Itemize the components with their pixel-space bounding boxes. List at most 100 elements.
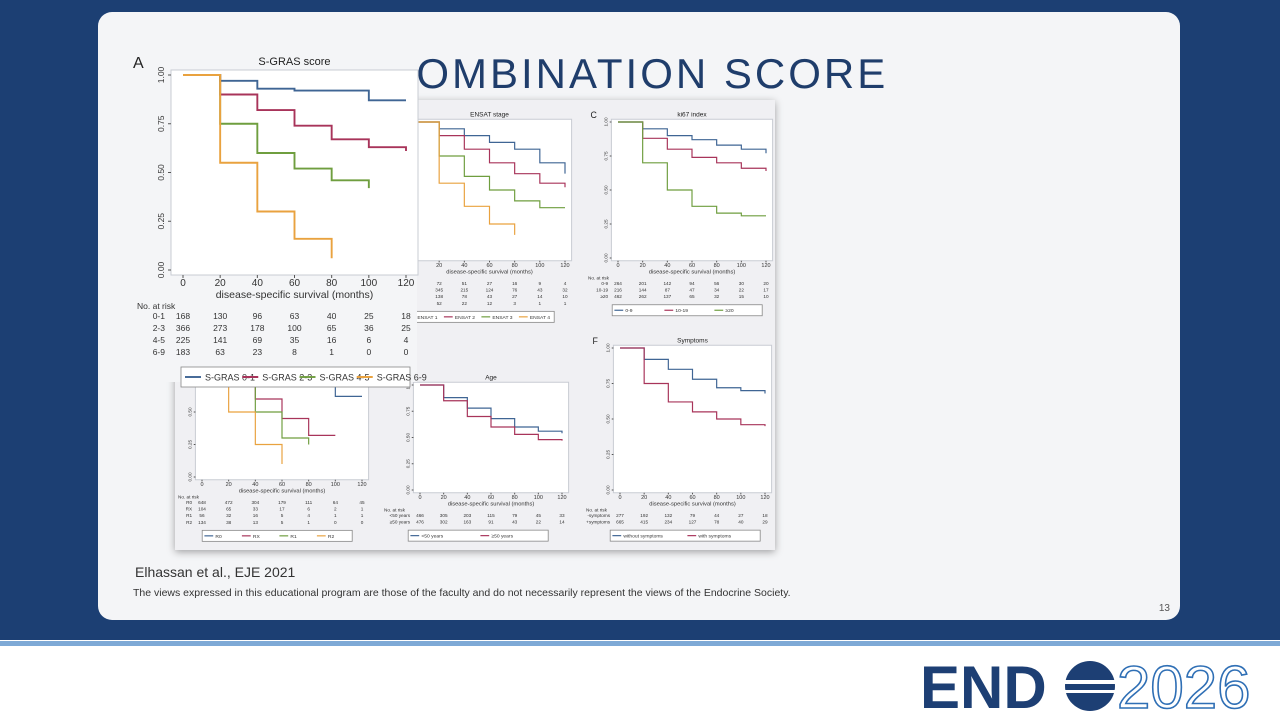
- x-tick-label: 60: [289, 278, 301, 289]
- risk-count: 345: [435, 288, 443, 293]
- plot-frame: [170, 69, 419, 276]
- risk-count: 115: [487, 513, 495, 518]
- y-tick-label: 0.25: [604, 219, 609, 228]
- x-axis-label: disease-specific survival (months): [448, 501, 535, 507]
- panel-letter: F: [593, 336, 599, 346]
- risk-count: 178: [250, 323, 264, 333]
- risk-count: 38: [226, 520, 232, 525]
- y-tick-label: 0.25: [156, 213, 166, 230]
- risk-count: 277: [616, 513, 624, 518]
- risk-count: 0: [361, 520, 364, 525]
- legend-label: ≥20: [725, 308, 733, 314]
- x-tick-label: 40: [664, 263, 670, 269]
- legend-label: S-GRAS 4-5: [320, 373, 370, 383]
- footer-line: [0, 641, 1280, 646]
- x-tick-label: 120: [760, 495, 769, 501]
- risk-row-label: 6-9: [153, 347, 166, 357]
- legend: [407, 529, 549, 542]
- risk-count: 111: [305, 500, 312, 505]
- risk-count: 1: [329, 347, 334, 357]
- x-tick-label: 100: [360, 278, 377, 289]
- risk-count: 1: [564, 301, 567, 306]
- risk-count: 33: [559, 513, 565, 518]
- risk-count: 34: [714, 288, 720, 293]
- risk-count: 225: [176, 335, 190, 345]
- risk-count: 134: [198, 520, 206, 525]
- risk-count: 14: [537, 294, 543, 299]
- plot-frame: [412, 381, 570, 494]
- legend-label: <50 years: [421, 534, 443, 540]
- x-tick-label: 60: [279, 482, 285, 488]
- legend: [609, 529, 761, 542]
- risk-table-label: No. at risk: [588, 275, 610, 280]
- risk-count: 234: [664, 520, 672, 525]
- disclaimer: The views expressed in this educational …: [133, 587, 791, 599]
- risk-table-label: No. at risk: [384, 507, 406, 512]
- risk-count: 6: [307, 507, 310, 512]
- risk-count: 56: [714, 281, 720, 286]
- risk-count: 201: [639, 281, 647, 286]
- x-axis-label: disease-specific survival (months): [239, 488, 326, 494]
- risk-count: 35: [290, 335, 300, 345]
- risk-count: 141: [213, 335, 227, 345]
- x-tick-label: 80: [326, 278, 338, 289]
- risk-count: 476: [416, 520, 424, 525]
- figure-panels: ENSAT stage0.000.250.500.751.00020406080…: [178, 110, 774, 542]
- legend-label: ENSAT 2: [455, 315, 475, 321]
- risk-count: 462: [614, 294, 622, 299]
- risk-count: 63: [215, 347, 225, 357]
- risk-count: 10: [763, 294, 769, 299]
- risk-count: 23: [253, 347, 263, 357]
- risk-count: 78: [462, 294, 468, 299]
- risk-count: 52: [437, 301, 443, 306]
- risk-count: 472: [225, 500, 233, 505]
- x-tick-label: 120: [557, 495, 566, 501]
- risk-row-label: ≥50 years: [390, 520, 411, 525]
- legend: [201, 529, 353, 542]
- risk-count: 1: [539, 301, 542, 306]
- risk-count: 1: [361, 507, 364, 512]
- risk-count: 273: [213, 323, 227, 333]
- legend-label: R0: [215, 534, 222, 540]
- risk-count: 0: [334, 520, 337, 525]
- risk-count: 43: [537, 288, 543, 293]
- risk-count: 47: [689, 288, 695, 293]
- y-tick-label: 1.00: [604, 117, 609, 126]
- risk-count: 65: [327, 323, 337, 333]
- risk-row-label: +symptoms: [586, 520, 611, 525]
- x-axis-label: disease-specific survival (months): [649, 269, 736, 275]
- x-tick-label: 20: [436, 263, 442, 269]
- y-tick-label: 0.25: [188, 440, 193, 449]
- y-tick-label: 0.00: [406, 485, 411, 494]
- x-tick-label: 40: [252, 482, 258, 488]
- panel-title: ENSAT stage: [470, 112, 509, 119]
- x-tick-label: 40: [464, 495, 470, 501]
- risk-count: 127: [689, 520, 697, 525]
- risk-count: 163: [463, 520, 471, 525]
- risk-count: 18: [762, 513, 768, 518]
- legend-label: with symptoms: [698, 534, 731, 540]
- x-axis-label: disease-specific survival (months): [216, 289, 374, 301]
- risk-count: 51: [462, 281, 468, 286]
- y-tick-label: 0.50: [406, 433, 411, 442]
- x-tick-label: 60: [689, 263, 695, 269]
- x-tick-label: 120: [398, 278, 415, 289]
- y-tick-label: 0.75: [156, 115, 166, 132]
- risk-count: 1: [361, 513, 364, 518]
- legend-label: 0-9: [625, 308, 632, 314]
- risk-count: 17: [763, 288, 769, 293]
- panel-title: ki67 index: [677, 112, 707, 119]
- x-tick-label: 60: [486, 263, 492, 269]
- x-tick-label: 60: [488, 495, 494, 501]
- risk-count: 8: [292, 347, 297, 357]
- risk-count: 4: [564, 281, 567, 286]
- y-tick-label: 0.25: [406, 459, 411, 468]
- risk-count: 168: [176, 311, 190, 321]
- x-tick-label: 20: [441, 495, 447, 501]
- risk-count: 302: [440, 520, 448, 525]
- x-tick-label: 120: [560, 263, 569, 269]
- x-tick-label: 40: [461, 263, 467, 269]
- risk-count: 665: [616, 520, 624, 525]
- legend: [180, 366, 411, 388]
- risk-count: 0: [404, 347, 409, 357]
